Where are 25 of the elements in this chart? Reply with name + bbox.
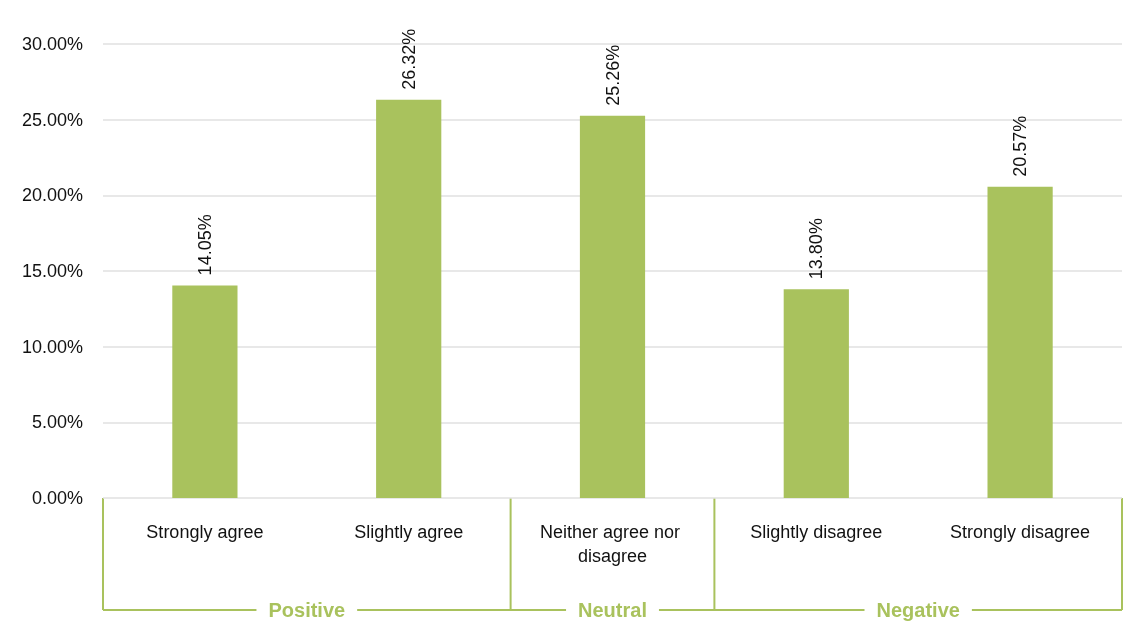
text: Positive [268, 599, 346, 621]
y-tick-label: 30.00% [21, 34, 83, 54]
y-tick-label: 20.00% [21, 185, 83, 206]
y-tick-label: 10.00% [21, 336, 83, 357]
bar [579, 115, 646, 498]
y-tick-label: 0.00% [31, 488, 83, 508]
y-tick-label: 5.00% [31, 412, 83, 433]
data-label: 26.32% [398, 28, 419, 90]
bar [987, 186, 1053, 498]
x-tick-label: Neither agree nor disagree [539, 522, 686, 566]
x-tick-label: Slightly agree [354, 522, 464, 542]
text: Neutral [578, 599, 647, 621]
y-tick-label: 25.00% [21, 109, 83, 130]
text: Negative [876, 599, 960, 621]
data-label: 14.05% [194, 214, 215, 276]
bar [172, 285, 238, 498]
x-tick-label: Strongly agree [146, 522, 264, 542]
x-tick-label: Slightly disagree [750, 522, 883, 542]
data-label: 25.26% [602, 44, 623, 106]
x-tick-label: Strongly disagree [950, 522, 1091, 542]
bar [376, 99, 442, 498]
y-tick-label: 15.00% [21, 261, 83, 281]
data-label: 13.80% [806, 218, 827, 280]
bar [783, 289, 849, 498]
data-label: 20.57% [1010, 115, 1031, 177]
